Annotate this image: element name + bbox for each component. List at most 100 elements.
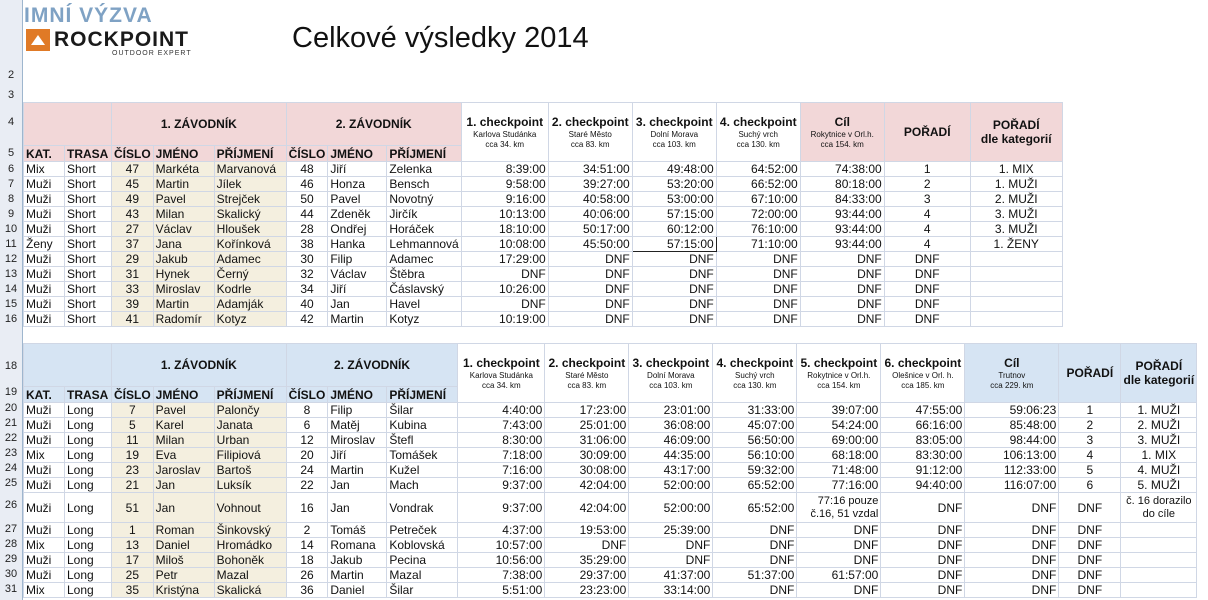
- table-cell[interactable]: 3. MUŽI: [969, 221, 1063, 237]
- table-cell[interactable]: 65:52:00: [712, 477, 798, 493]
- header-blank[interactable]: [23, 343, 112, 387]
- table-cell[interactable]: 3: [1058, 432, 1122, 448]
- table-cell[interactable]: 29: [111, 251, 154, 267]
- table-cell[interactable]: 39:07:00: [796, 402, 882, 418]
- table-cell[interactable]: 8:39:00: [460, 161, 549, 177]
- category-rank-header[interactable]: POŘADÍ dle kategorií: [969, 102, 1063, 162]
- table-cell[interactable]: Miroslav: [327, 432, 388, 448]
- checkpoint-header[interactable]: 5. checkpoint Rokytnice v Orl.h. cca 154. …: [796, 343, 882, 403]
- table-cell[interactable]: 41:37:00: [628, 567, 714, 583]
- table-cell[interactable]: 9:37:00: [457, 477, 546, 493]
- table-cell[interactable]: 5. MUŽI: [1120, 477, 1198, 493]
- table-cell[interactable]: 32: [285, 266, 329, 282]
- table-cell[interactable]: Pavel: [152, 191, 215, 207]
- table-cell[interactable]: 53:20:00: [631, 176, 717, 192]
- table-cell[interactable]: Muži: [23, 417, 65, 433]
- table-cell[interactable]: 6: [1058, 477, 1122, 493]
- table-cell[interactable]: Eva: [152, 447, 215, 463]
- table-cell[interactable]: Mix: [23, 447, 65, 463]
- finish-header[interactable]: Cíl Trutnov cca 229. km: [964, 343, 1060, 403]
- table-cell[interactable]: Muži: [23, 251, 65, 267]
- table-cell[interactable]: DNF: [712, 552, 798, 568]
- table-cell[interactable]: Štěbra: [386, 266, 462, 282]
- table-cell[interactable]: 43: [111, 206, 154, 222]
- row-number[interactable]: 29: [4, 553, 18, 565]
- table-cell[interactable]: Hanka: [327, 236, 388, 252]
- table-cell[interactable]: Short: [64, 221, 112, 237]
- row-number[interactable]: 20: [4, 402, 18, 414]
- table-cell[interactable]: 7:16:00: [457, 462, 546, 478]
- table-cell[interactable]: 2. MUŽI: [969, 191, 1063, 207]
- table-cell[interactable]: 30:08:00: [544, 462, 630, 478]
- checkpoint-header[interactable]: 6. checkpoint Olešnice v Orl. h. cca 185. …: [880, 343, 966, 403]
- group-header-second-racer[interactable]: 2. ZÁVODNÍK: [285, 102, 462, 146]
- table-cell[interactable]: 46: [285, 176, 329, 192]
- table-cell[interactable]: 93:44:00: [799, 221, 885, 237]
- table-cell[interactable]: Kubina: [386, 417, 459, 433]
- table-cell[interactable]: 41: [111, 311, 154, 327]
- table-cell[interactable]: DNF: [547, 251, 633, 267]
- table-cell[interactable]: 93:44:00: [799, 236, 885, 252]
- table-cell[interactable]: DNF: [796, 552, 882, 568]
- table-cell[interactable]: DNF: [544, 537, 630, 553]
- table-cell[interactable]: 71:48:00: [796, 462, 882, 478]
- table-cell[interactable]: 74:38:00: [799, 161, 885, 177]
- table-cell[interactable]: [969, 251, 1063, 267]
- table-row[interactable]: Ženy Short 37 Jana Kořínková 38 Hanka Lehmannov…: [23, 236, 1063, 252]
- table-cell[interactable]: 106:13:00: [964, 447, 1060, 463]
- table-cell[interactable]: 9:37:00: [457, 492, 546, 523]
- table-cell[interactable]: 64:52:00: [715, 161, 801, 177]
- table-cell[interactable]: Radomír: [152, 311, 215, 327]
- table-cell[interactable]: DNF: [880, 492, 966, 523]
- table-cell[interactable]: Jana: [152, 236, 215, 252]
- table-cell[interactable]: 16: [285, 492, 329, 523]
- table-cell[interactable]: Jiří: [327, 281, 388, 297]
- table-cell[interactable]: DNF: [799, 281, 885, 297]
- table-cell[interactable]: 18: [285, 552, 329, 568]
- table-cell[interactable]: 26: [285, 567, 329, 583]
- table-cell[interactable]: Ondřej: [327, 221, 388, 237]
- table-cell[interactable]: Mix: [23, 537, 65, 553]
- table-cell[interactable]: 57:15:00: [631, 236, 717, 252]
- table-cell[interactable]: 19: [111, 447, 154, 463]
- table-cell[interactable]: Skalická: [213, 582, 287, 598]
- table-cell[interactable]: 45: [111, 176, 154, 192]
- table-cell[interactable]: Tomášek: [386, 447, 459, 463]
- table-cell[interactable]: Short: [64, 161, 112, 177]
- table-cell[interactable]: 52:00:00: [628, 477, 714, 493]
- table-cell[interactable]: 38: [285, 236, 329, 252]
- table-cell[interactable]: Tomáš: [327, 522, 388, 538]
- column-header[interactable]: JMÉNO: [152, 145, 215, 162]
- table-row[interactable]: Muži Long 51 Jan Vohnout 16 Jan Vondrak 9:37:00 4…: [23, 492, 1198, 523]
- table-cell[interactable]: Romana: [327, 537, 388, 553]
- row-number[interactable]: 9: [7, 208, 15, 220]
- table-cell[interactable]: DNF: [712, 522, 798, 538]
- table-cell[interactable]: Muži: [23, 522, 65, 538]
- table-cell[interactable]: Černý: [213, 266, 287, 282]
- table-cell[interactable]: 45:07:00: [712, 417, 798, 433]
- table-cell[interactable]: Long: [64, 447, 112, 463]
- table-cell[interactable]: 28: [285, 221, 329, 237]
- table-cell[interactable]: Zdeněk: [327, 206, 388, 222]
- table-cell[interactable]: DNF: [964, 522, 1060, 538]
- row-number[interactable]: 10: [4, 223, 18, 235]
- table-cell[interactable]: Jan: [327, 492, 388, 523]
- table-cell[interactable]: Muži: [23, 402, 65, 418]
- table-cell[interactable]: 45:50:00: [547, 236, 633, 252]
- rank-header[interactable]: POŘADÍ: [883, 102, 971, 162]
- table-row[interactable]: Mix Short 47 Markéta Marvanová 48 Jiří Zelenka 8…: [23, 161, 1063, 177]
- table-cell[interactable]: 60:12:00: [631, 221, 717, 237]
- table-cell[interactable]: DNF: [880, 552, 966, 568]
- table-cell[interactable]: 17:23:00: [544, 402, 630, 418]
- table-cell[interactable]: 49:48:00: [631, 161, 717, 177]
- group-header-first-racer[interactable]: 1. ZÁVODNÍK: [111, 343, 287, 387]
- table-cell[interactable]: 25:39:00: [628, 522, 714, 538]
- column-header[interactable]: TRASA: [64, 145, 112, 162]
- table-row[interactable]: Muži Short 27 Václav Hloušek 28 Ondřej Horáček 1…: [23, 221, 1063, 237]
- table-cell[interactable]: Hromádko: [213, 537, 287, 553]
- table-cell[interactable]: 48: [285, 161, 329, 177]
- table-cell[interactable]: Jaroslav: [152, 462, 215, 478]
- column-header[interactable]: KAT.: [23, 145, 65, 162]
- column-header[interactable]: ČÍSLO: [285, 386, 329, 403]
- table-cell[interactable]: Long: [64, 402, 112, 418]
